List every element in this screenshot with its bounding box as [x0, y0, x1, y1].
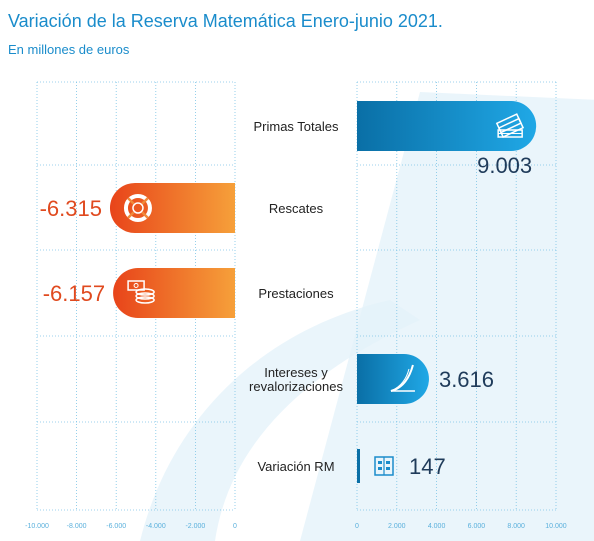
watermark-shape [140, 300, 420, 541]
value-label: 9.003 [477, 153, 532, 178]
tick-label: -8.000 [67, 523, 87, 530]
bar [357, 101, 537, 151]
tick-label: 10.000 [545, 523, 567, 530]
bars-layer [109, 101, 537, 483]
category-label: Primas Totales [253, 119, 339, 134]
labels-layer: 9.003 Primas Totales -6.315 Rescates -6.157 P… [40, 119, 533, 479]
value-label: 147 [409, 454, 446, 479]
category-label: Prestaciones [258, 286, 334, 301]
value-label: -6.157 [43, 281, 105, 306]
cash-coins-icon [127, 280, 155, 304]
bar [109, 183, 235, 233]
lifebuoy-icon [123, 194, 152, 222]
tick-label: -4.000 [146, 523, 166, 530]
tick-label: 4.000 [428, 523, 446, 530]
tick-label: -6.000 [106, 523, 126, 530]
growth-curve-icon [390, 364, 415, 392]
tick-label: 0 [355, 523, 359, 530]
tick-label: -10.000 [25, 523, 49, 530]
tick-label: 0 [233, 523, 237, 530]
bar [357, 449, 360, 483]
category-label: Intereses y [264, 365, 328, 380]
bar [357, 354, 429, 404]
category-label: revalorizaciones [249, 379, 343, 394]
chart-subtitle: En millones de euros [8, 42, 130, 57]
watermark-shape [300, 92, 594, 541]
tick-label: -2.000 [185, 523, 205, 530]
category-label: Variación RM [257, 459, 334, 474]
tick-label: 8.000 [507, 523, 525, 530]
category-label: Rescates [269, 201, 324, 216]
value-label: 3.616 [439, 367, 494, 392]
banknotes-icon [495, 113, 525, 138]
background-watermark [140, 92, 594, 541]
tick-label: 6.000 [468, 523, 486, 530]
tick-label: 2.000 [388, 523, 406, 530]
value-label: -6.315 [40, 196, 102, 221]
axis-ticks: -10.000 -8.000 -6.000 -4.000 -2.000 0 0 2.000 4.… [25, 523, 567, 530]
chart-title: Variación de la Reserva Matemática Enero… [8, 11, 443, 31]
bar [113, 268, 235, 318]
ledger-icon [374, 456, 394, 476]
